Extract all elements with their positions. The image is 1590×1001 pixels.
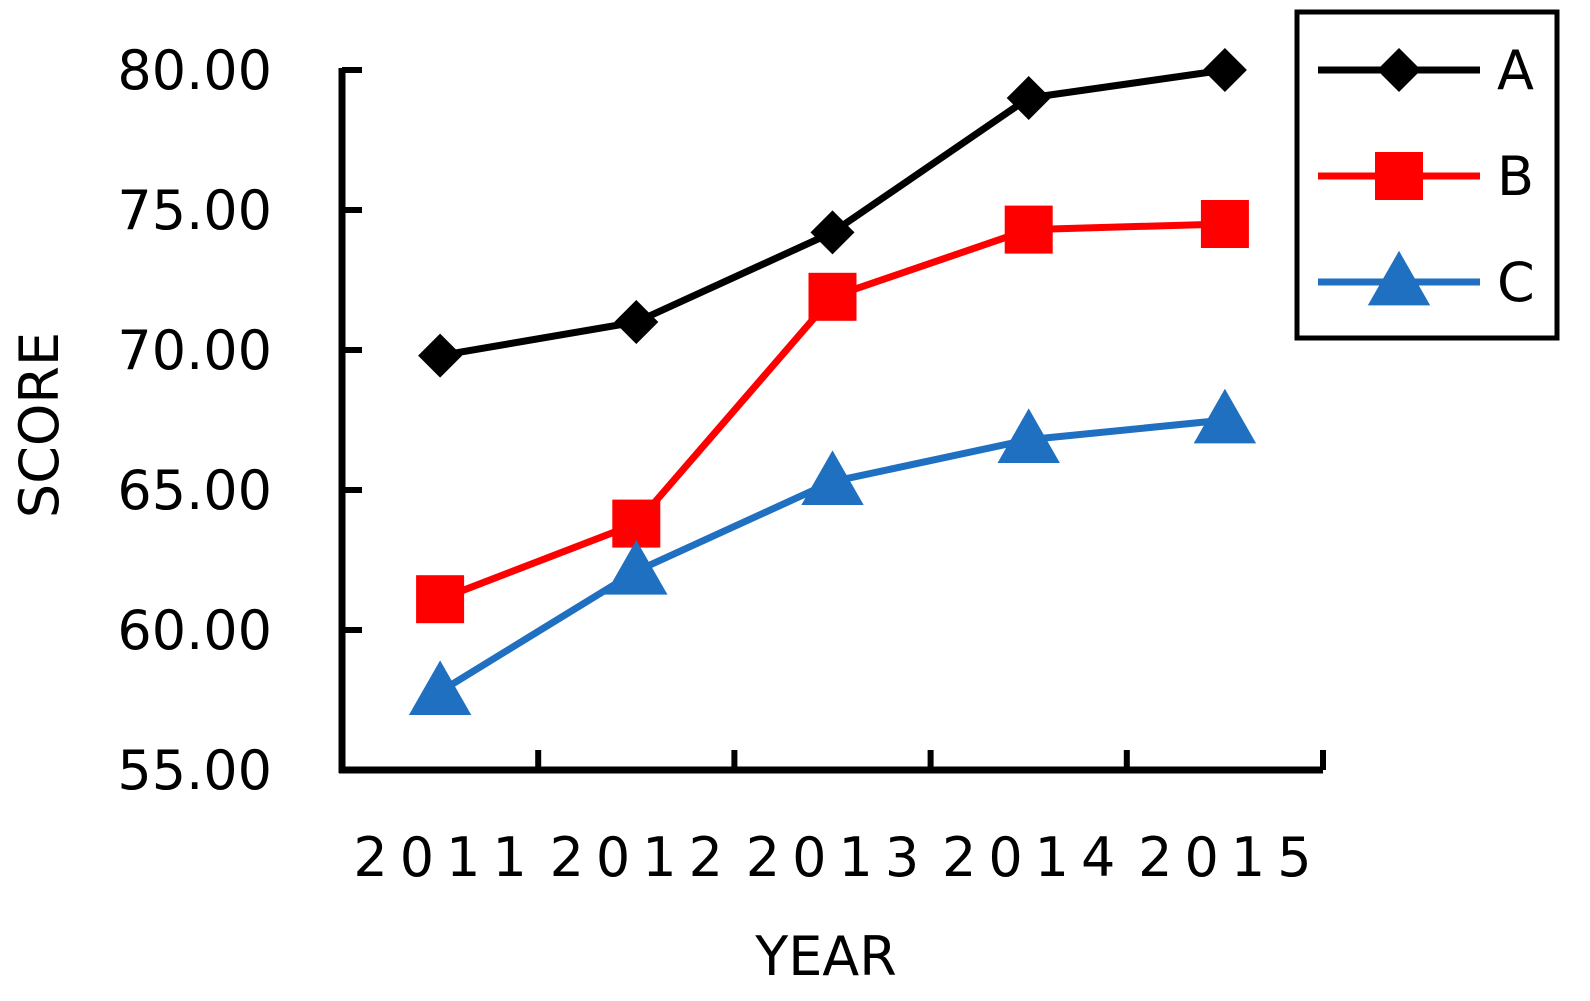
y-axis-title: SCORE	[8, 332, 71, 518]
y-tick-label: 65.00	[117, 459, 272, 522]
legend-label: C	[1497, 251, 1535, 314]
legend-label: A	[1497, 39, 1534, 102]
data-point-marker	[612, 499, 661, 548]
y-axis-tick-labels: 55.00 60.00 65.00 70.00 75.00 80.00	[117, 39, 272, 802]
axes	[338, 67, 1326, 774]
legend-entry-c: C	[1318, 250, 1535, 314]
data-point-marker	[1367, 250, 1431, 306]
data-point-marker	[1004, 205, 1053, 254]
legend-entry-a: A	[1318, 39, 1534, 102]
x-tick-label: 2015	[1138, 826, 1323, 889]
x-tick-label: 2014	[942, 826, 1127, 889]
x-tick-label: 2013	[746, 826, 931, 889]
data-point-marker	[1200, 200, 1249, 248]
legend-label: B	[1497, 145, 1534, 208]
data-point-marker	[614, 300, 659, 344]
series-c	[408, 388, 1257, 715]
data-point-marker	[810, 210, 855, 255]
series-b	[416, 200, 1249, 624]
y-tick-label: 75.00	[117, 179, 272, 242]
legend: ABC	[1294, 9, 1560, 341]
data-point-marker	[605, 540, 668, 595]
y-tick-label: 70.00	[117, 319, 272, 382]
data-point-marker	[1193, 388, 1257, 444]
data-point-marker	[1375, 152, 1423, 200]
y-tick-label: 60.00	[117, 599, 272, 662]
x-tick-label: 2011	[353, 826, 538, 889]
y-tick-label: 80.00	[117, 39, 272, 102]
legend-entry-b: B	[1318, 145, 1534, 208]
x-axis-title: YEAR	[754, 925, 897, 988]
y-tick-label: 55.00	[117, 739, 272, 802]
data-point-marker	[1377, 48, 1421, 92]
data-point-marker	[416, 575, 465, 624]
x-axis-tick-labels: 2011 2012 2013 2014 2015	[353, 826, 1323, 889]
x-tick-label: 2012	[550, 826, 735, 889]
data-point-marker	[1202, 48, 1247, 92]
data-point-marker	[997, 408, 1060, 463]
data-point-marker	[808, 272, 857, 321]
series-group	[408, 48, 1257, 715]
data-point-marker	[1006, 76, 1051, 120]
series-a	[418, 48, 1247, 378]
data-point-marker	[408, 660, 472, 715]
data-point-marker	[801, 450, 864, 505]
data-point-marker	[418, 333, 463, 378]
